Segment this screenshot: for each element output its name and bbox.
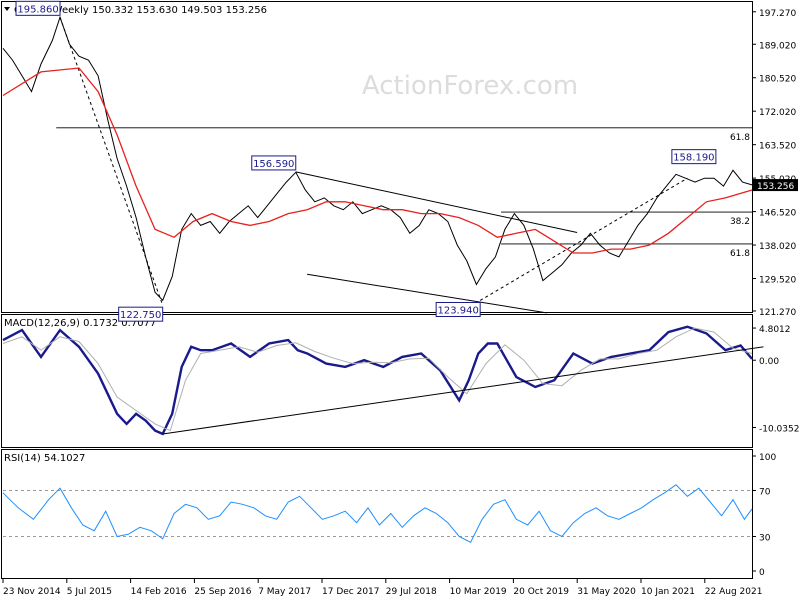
price-label-box bbox=[118, 306, 164, 322]
macd-panel-frame bbox=[1, 314, 753, 448]
x-tick-label: 7 May 2017 bbox=[258, 587, 311, 597]
price-label-box bbox=[435, 301, 481, 317]
x-tick-label: 10 Jan 2021 bbox=[641, 587, 695, 597]
price-label: 195.860 bbox=[17, 4, 58, 15]
rsi-title: RSI(14) 54.1027 bbox=[4, 453, 85, 464]
trendline bbox=[479, 177, 688, 301]
y-tick-label: 138.020 bbox=[759, 242, 796, 252]
fib-level-label: 61.8 bbox=[730, 133, 750, 143]
x-tick-label: 17 Dec 2017 bbox=[322, 587, 380, 597]
x-tick-label: 25 Sep 2016 bbox=[194, 587, 251, 597]
macd-title: MACD(12,26,9) 0.1732 0.7077 bbox=[4, 318, 156, 329]
price-label-box bbox=[671, 149, 717, 165]
price-label-box bbox=[251, 155, 297, 171]
macd-line bbox=[2, 325, 753, 436]
y-tick-label: 172.020 bbox=[759, 108, 796, 118]
watermark: ActionForex.com bbox=[362, 71, 578, 101]
x-tick-label: 5 Jul 2015 bbox=[67, 587, 112, 597]
y-tick-label: 121.270 bbox=[759, 308, 796, 318]
y-tick-label: 189.020 bbox=[759, 41, 796, 51]
price-label-box bbox=[15, 0, 61, 16]
trendline bbox=[295, 171, 578, 234]
fib-level-label: 61.8 bbox=[730, 249, 750, 259]
price-label: 122.750 bbox=[120, 310, 161, 321]
price-label: 156.590 bbox=[253, 159, 294, 170]
collapse-arrow-icon[interactable] bbox=[4, 7, 10, 11]
x-tick-label: 22 Aug 2021 bbox=[705, 587, 763, 597]
x-tick-label: 14 Feb 2016 bbox=[131, 587, 187, 597]
macd-signal-line bbox=[2, 327, 753, 432]
trendline bbox=[307, 273, 547, 314]
ohlc-values: 150.332 153.630 149.503 153.256 bbox=[92, 5, 267, 16]
y-tick-label: 180.520 bbox=[759, 75, 796, 85]
y-tick-label: 0 bbox=[759, 568, 765, 578]
x-tick-label: 29 Jul 2018 bbox=[386, 587, 437, 597]
last-price-label: 153.256 bbox=[757, 182, 794, 192]
y-tick-label: 0.00 bbox=[759, 357, 779, 367]
macd-trendline bbox=[162, 346, 764, 435]
y-tick-label: 30 bbox=[759, 534, 771, 544]
price-line bbox=[2, 15, 753, 302]
moving-average-line bbox=[2, 67, 753, 254]
x-tick-label: 31 May 2020 bbox=[577, 587, 636, 597]
fib-level-label: 38.2 bbox=[730, 217, 750, 227]
y-tick-label: 197.270 bbox=[759, 9, 796, 19]
rsi-line bbox=[2, 484, 753, 543]
y-tick-label: 70 bbox=[759, 488, 771, 498]
price-label: 158.190 bbox=[673, 153, 714, 164]
x-tick-label: 20 Oct 2019 bbox=[513, 587, 569, 597]
y-tick-label: 163.520 bbox=[759, 142, 796, 152]
y-tick-label: 129.520 bbox=[759, 276, 796, 286]
price-panel-frame bbox=[1, 1, 753, 313]
x-tick-label: 10 Mar 2019 bbox=[450, 587, 507, 597]
last-price-badge bbox=[753, 179, 798, 192]
y-tick-label: 4.8012 bbox=[759, 325, 791, 335]
rsi-panel-frame bbox=[1, 449, 753, 579]
y-tick-label: -10.0352 bbox=[759, 424, 799, 434]
y-tick-label: 146.520 bbox=[759, 209, 796, 219]
x-tick-label: 23 Nov 2014 bbox=[3, 587, 61, 597]
price-label: 123.940 bbox=[437, 305, 478, 316]
y-tick-label: 100 bbox=[759, 453, 776, 463]
